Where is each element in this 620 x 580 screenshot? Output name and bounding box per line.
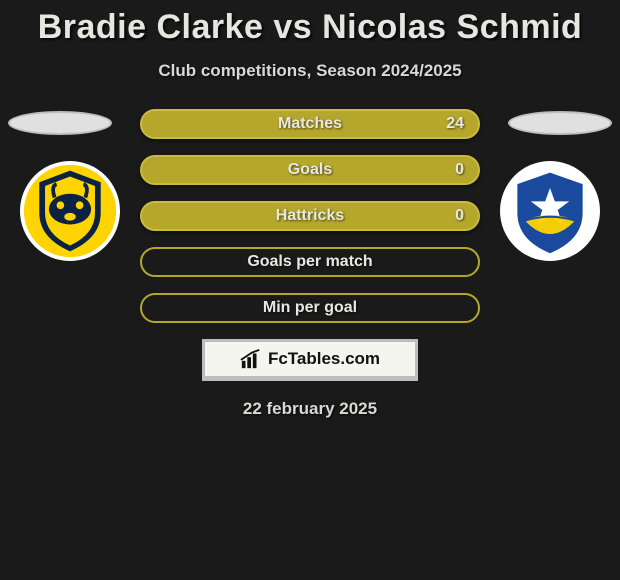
stat-value: 0 <box>455 207 464 225</box>
portsmouth-icon <box>502 163 598 259</box>
stat-row-hattricks: Hattricks 0 <box>140 201 480 231</box>
stat-row-matches: Matches 24 <box>140 109 480 139</box>
stat-label: Matches <box>278 115 342 133</box>
oxford-united-icon <box>22 163 118 259</box>
brand-badge[interactable]: FcTables.com <box>202 339 418 381</box>
brand-text: FcTables.com <box>268 349 380 369</box>
page-title: Bradie Clarke vs Nicolas Schmid <box>0 0 620 47</box>
right-club-crest <box>500 161 600 261</box>
stat-value: 0 <box>455 161 464 179</box>
stat-label: Min per goal <box>263 299 357 317</box>
stat-label: Goals per match <box>247 253 372 271</box>
stat-bars: Matches 24 Goals 0 Hattricks 0 Goals per… <box>140 109 480 323</box>
stat-label: Goals <box>288 161 332 179</box>
stat-value: 24 <box>446 115 464 133</box>
comparison-panel: Matches 24 Goals 0 Hattricks 0 Goals per… <box>0 109 620 419</box>
right-player-oval <box>508 111 612 135</box>
left-player-oval <box>8 111 112 135</box>
date-text: 22 february 2025 <box>0 399 620 419</box>
bar-chart-icon <box>240 348 262 370</box>
stat-label: Hattricks <box>276 207 344 225</box>
stat-row-min-per-goal: Min per goal <box>140 293 480 323</box>
left-club-crest <box>20 161 120 261</box>
page-subtitle: Club competitions, Season 2024/2025 <box>0 61 620 81</box>
stat-row-goals: Goals 0 <box>140 155 480 185</box>
stat-row-goals-per-match: Goals per match <box>140 247 480 277</box>
